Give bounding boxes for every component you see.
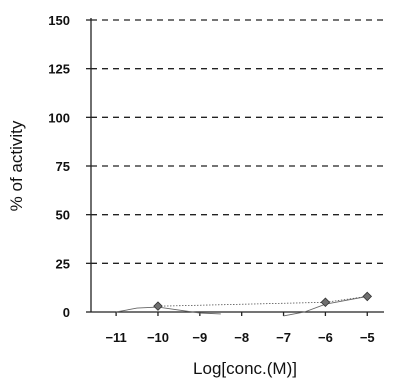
x-tick-label: −11	[105, 330, 126, 345]
x-tick-label: −9	[192, 330, 207, 345]
grid-lines	[91, 19, 384, 264]
y-tick-labels: 0 25 50 75 100 125 150	[48, 13, 70, 320]
y-axis-label: % of activity	[7, 120, 26, 211]
y-tick-label: 50	[56, 208, 70, 223]
data-point	[153, 301, 163, 311]
x-tick-label: −8	[234, 330, 249, 345]
x-tick-labels: −11 −10 −9 −8 −7 −6 −5	[105, 330, 374, 345]
x-axis-label: Log[conc.(M)]	[193, 359, 297, 378]
x-tick-label: −6	[318, 330, 333, 345]
data-series	[153, 291, 373, 311]
y-tick-label: 0	[63, 305, 70, 320]
data-point	[362, 291, 373, 302]
y-tick-label: 150	[48, 13, 70, 28]
axes	[86, 18, 384, 316]
x-tick-label: −10	[147, 330, 169, 345]
y-tick-label: 75	[56, 159, 70, 174]
x-tick-label: −5	[360, 330, 375, 345]
y-tick-label: 25	[56, 256, 70, 271]
series-line	[157, 296, 368, 307]
y-tick-label: 100	[48, 110, 70, 125]
x-tick-label: −7	[276, 330, 291, 345]
y-tick-label: 125	[48, 62, 70, 77]
data-point	[320, 297, 331, 308]
fit-curve	[116, 306, 221, 315]
